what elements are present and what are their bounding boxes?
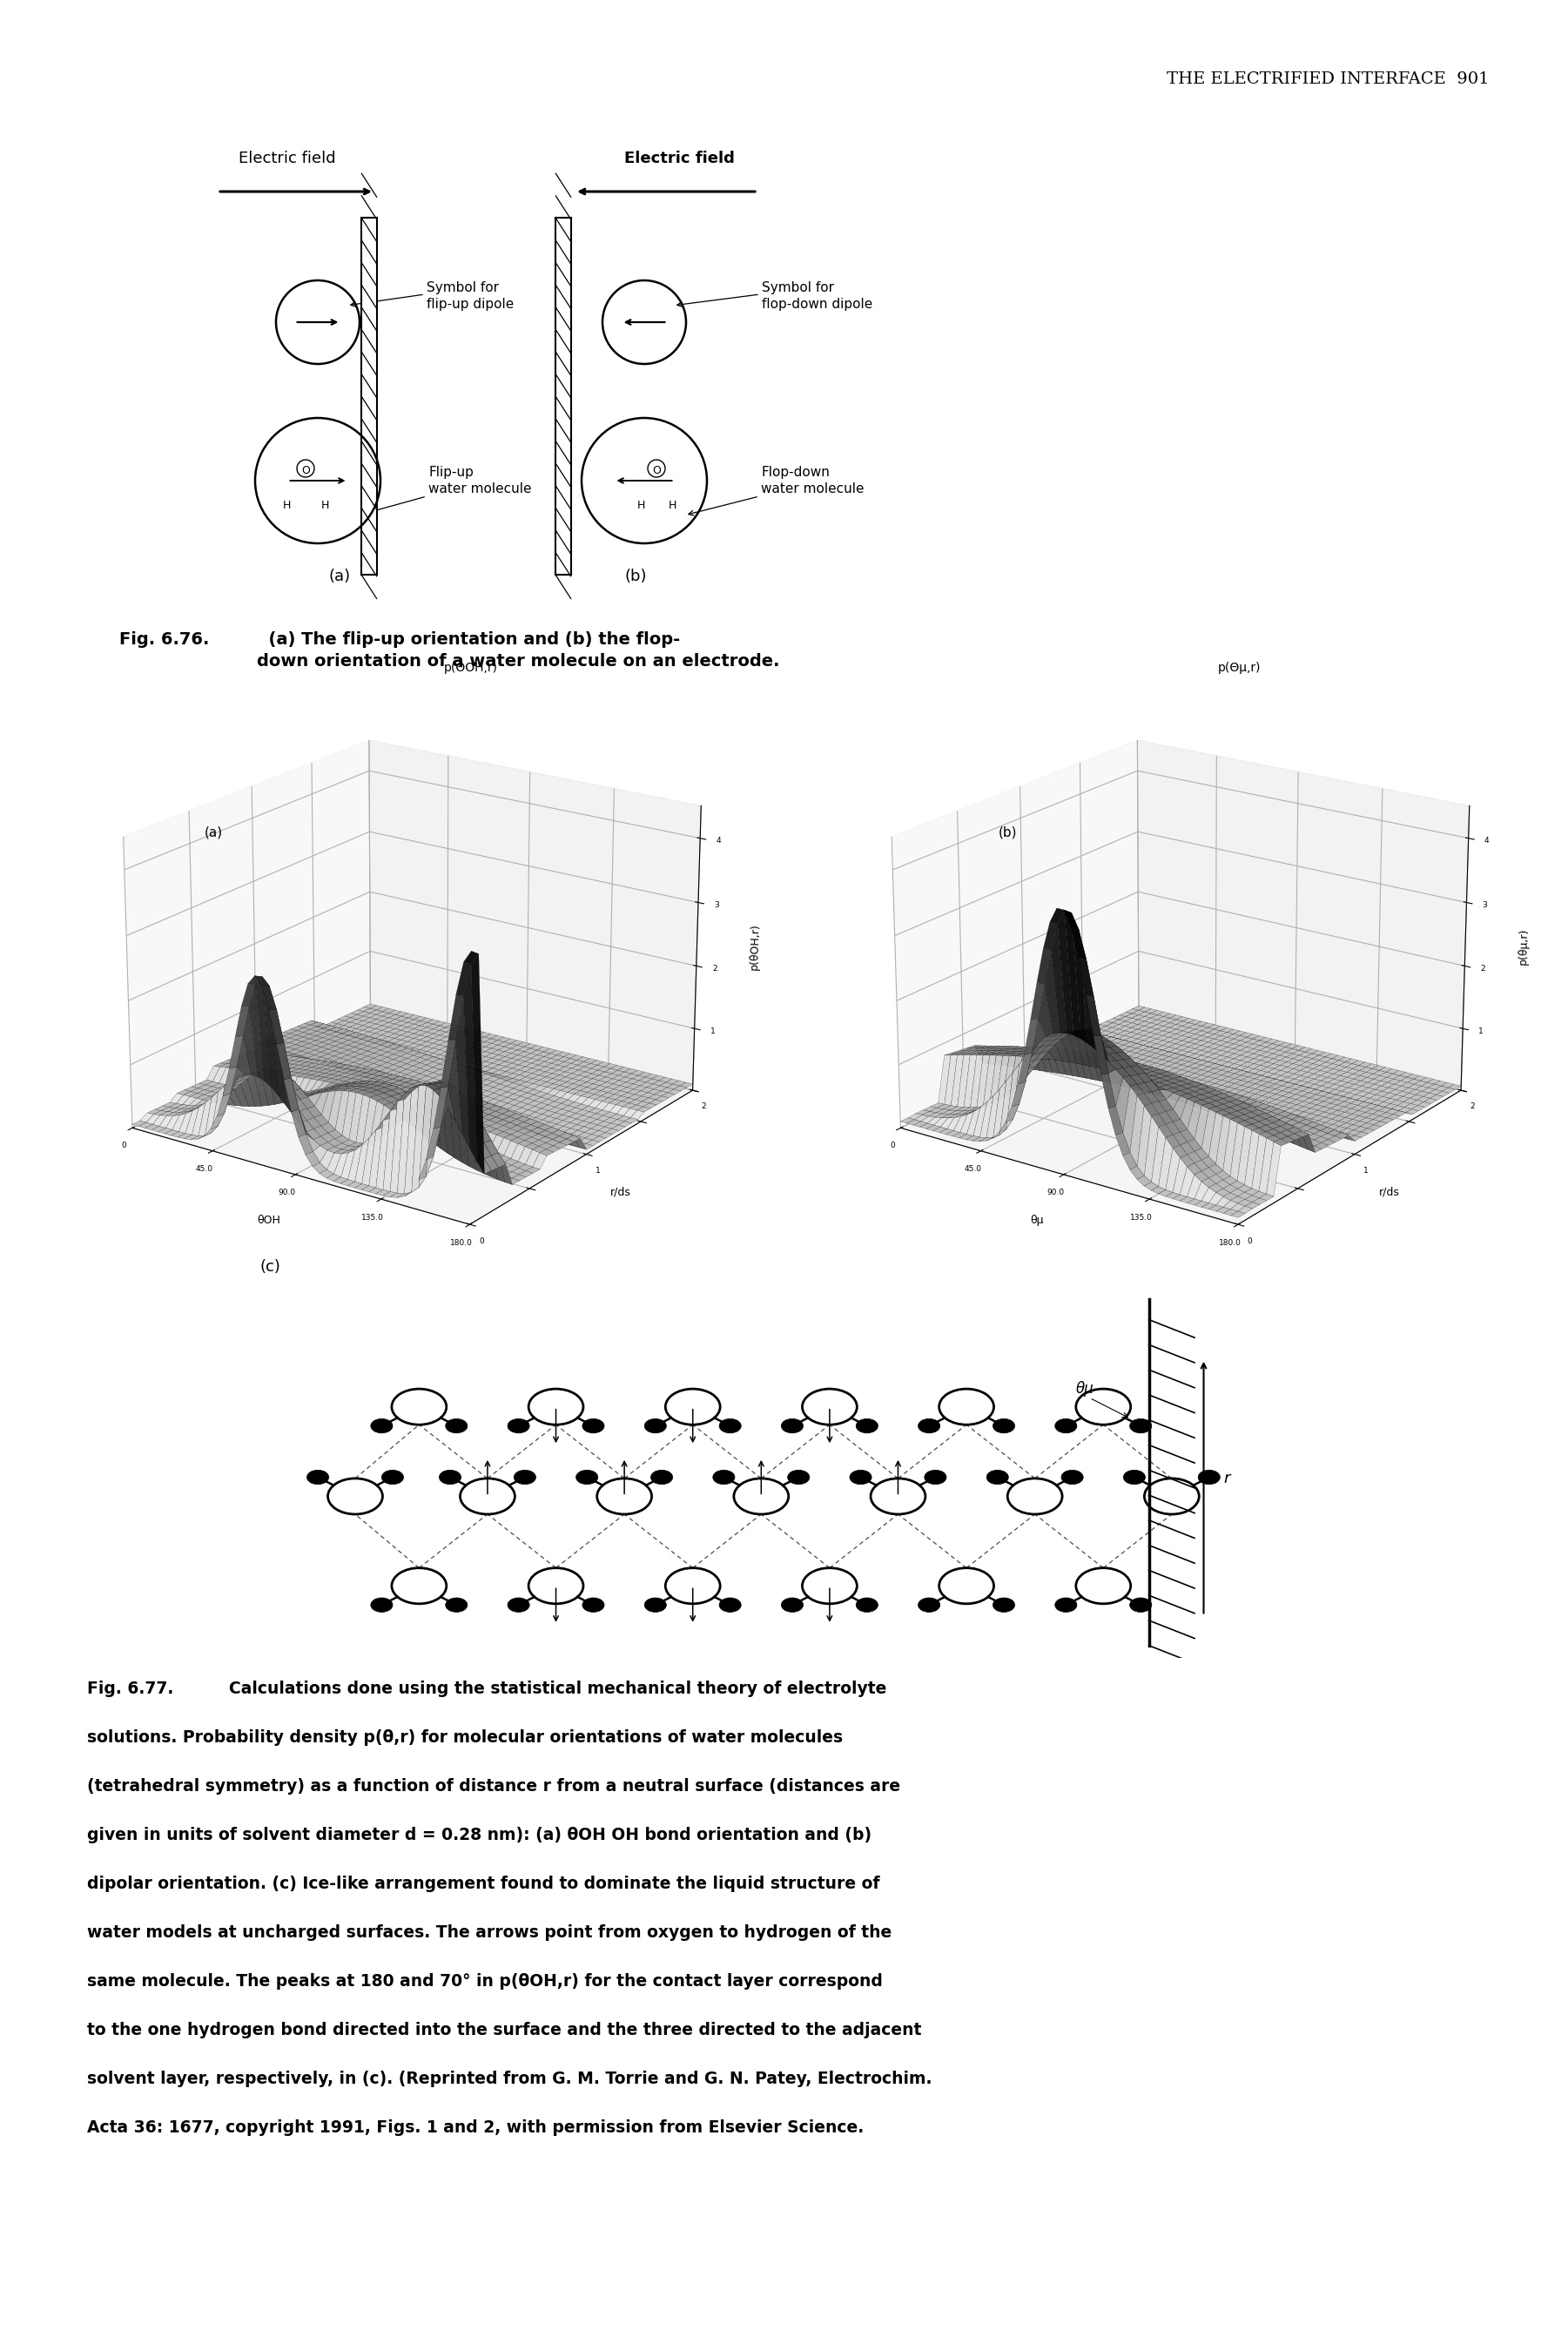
Circle shape — [508, 1599, 530, 1613]
Y-axis label: r/ds: r/ds — [1378, 1187, 1399, 1197]
Circle shape — [919, 1418, 941, 1434]
Text: Fig. 6.76.: Fig. 6.76. — [119, 632, 209, 649]
Circle shape — [445, 1418, 467, 1434]
Circle shape — [1198, 1469, 1220, 1483]
X-axis label: θμ: θμ — [1030, 1215, 1044, 1225]
Text: θμ: θμ — [1076, 1380, 1094, 1396]
Circle shape — [1055, 1599, 1077, 1613]
Text: Calculations done using the statistical mechanical theory of electrolyte: Calculations done using the statistical … — [218, 1681, 886, 1697]
Text: Symbol for
flip-up dipole: Symbol for flip-up dipole — [426, 282, 514, 310]
Text: dipolar orientation. (c) Ice-like arrangement found to dominate the liquid struc: dipolar orientation. (c) Ice-like arrang… — [88, 1876, 880, 1893]
Circle shape — [713, 1469, 735, 1483]
Text: O: O — [652, 465, 660, 475]
Circle shape — [370, 1418, 392, 1434]
Circle shape — [720, 1418, 742, 1434]
Text: O: O — [301, 465, 310, 475]
Circle shape — [720, 1599, 742, 1613]
Circle shape — [986, 1469, 1008, 1483]
Circle shape — [1055, 1418, 1077, 1434]
Text: (c): (c) — [259, 1260, 281, 1274]
Circle shape — [307, 1469, 329, 1483]
Text: (b): (b) — [999, 825, 1018, 839]
Text: same molecule. The peaks at 180 and 70° in p(θOH,r) for the contact layer corres: same molecule. The peaks at 180 and 70° … — [88, 1972, 883, 1989]
Text: H: H — [637, 498, 644, 510]
Circle shape — [781, 1418, 803, 1434]
Circle shape — [1129, 1418, 1151, 1434]
Circle shape — [508, 1418, 530, 1434]
Text: Symbol for
flop-down dipole: Symbol for flop-down dipole — [762, 282, 872, 310]
Circle shape — [582, 1599, 604, 1613]
Text: (a): (a) — [329, 569, 351, 585]
Text: (a) The flip-up orientation and (b) the flop-
down orientation of a water molecu: (a) The flip-up orientation and (b) the … — [257, 632, 779, 670]
Circle shape — [644, 1418, 666, 1434]
Text: Acta 36: 1677, copyright 1991, Figs. 1 and 2, with permission from Elsevier Scie: Acta 36: 1677, copyright 1991, Figs. 1 a… — [88, 2118, 864, 2137]
Text: water models at uncharged surfaces. The arrows point from oxygen to hydrogen of : water models at uncharged surfaces. The … — [88, 1925, 892, 1942]
Circle shape — [850, 1469, 872, 1483]
Circle shape — [993, 1599, 1014, 1613]
Circle shape — [445, 1599, 467, 1613]
Circle shape — [1129, 1599, 1151, 1613]
Text: Electric field: Electric field — [238, 150, 336, 167]
Text: p(ΘOH,r): p(ΘOH,r) — [444, 661, 499, 675]
Circle shape — [1062, 1469, 1083, 1483]
Text: to the one hydrogen bond directed into the surface and the three directed to the: to the one hydrogen bond directed into t… — [88, 2022, 922, 2038]
Text: solvent layer, respectively, in (c). (Reprinted from G. M. Torrie and G. N. Pate: solvent layer, respectively, in (c). (Re… — [88, 2071, 931, 2088]
Circle shape — [514, 1469, 536, 1483]
Text: Electric field: Electric field — [624, 150, 734, 167]
Circle shape — [381, 1469, 403, 1483]
Text: H: H — [282, 498, 290, 510]
Y-axis label: r/ds: r/ds — [610, 1187, 630, 1197]
Circle shape — [1123, 1469, 1145, 1483]
Circle shape — [644, 1599, 666, 1613]
Circle shape — [651, 1469, 673, 1483]
Circle shape — [919, 1599, 941, 1613]
Bar — [361, 219, 376, 574]
Text: Flop-down
water molecule: Flop-down water molecule — [760, 465, 864, 496]
Circle shape — [787, 1469, 809, 1483]
Circle shape — [856, 1418, 878, 1434]
Circle shape — [993, 1418, 1014, 1434]
Text: r: r — [1223, 1472, 1229, 1486]
Circle shape — [925, 1469, 947, 1483]
Circle shape — [781, 1599, 803, 1613]
Text: H: H — [321, 498, 329, 510]
Text: (a): (a) — [204, 825, 223, 839]
Text: (tetrahedral symmetry) as a function of distance r from a neutral surface (dista: (tetrahedral symmetry) as a function of … — [88, 1777, 900, 1794]
Circle shape — [370, 1599, 392, 1613]
Text: given in units of solvent diameter d = 0.28 nm): (a) θOH OH bond orientation and: given in units of solvent diameter d = 0… — [88, 1827, 872, 1843]
Text: H: H — [668, 498, 676, 510]
Circle shape — [439, 1469, 461, 1483]
Bar — [555, 219, 571, 574]
Text: solutions. Probability density p(θ,r) for molecular orientations of water molecu: solutions. Probability density p(θ,r) fo… — [88, 1730, 844, 1747]
Text: Flip-up
water molecule: Flip-up water molecule — [428, 465, 532, 496]
Circle shape — [575, 1469, 597, 1483]
Circle shape — [582, 1418, 604, 1434]
Text: Fig. 6.77.: Fig. 6.77. — [88, 1681, 174, 1697]
Text: p(Θμ,r): p(Θμ,r) — [1218, 661, 1261, 675]
X-axis label: θOH: θOH — [257, 1215, 281, 1225]
Text: THE ELECTRIFIED INTERFACE  901: THE ELECTRIFIED INTERFACE 901 — [1167, 71, 1488, 87]
Text: (b): (b) — [624, 569, 646, 585]
Circle shape — [856, 1599, 878, 1613]
